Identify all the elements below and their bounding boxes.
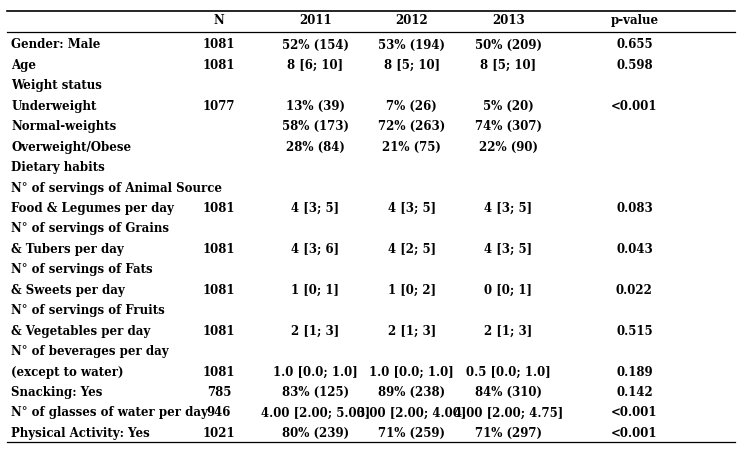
Text: 4 [3; 5]: 4 [3; 5] — [388, 202, 436, 215]
Text: N° of beverages per day: N° of beverages per day — [11, 345, 168, 358]
Text: 0.043: 0.043 — [616, 243, 653, 256]
Text: 2 [1; 3]: 2 [1; 3] — [484, 325, 533, 337]
Text: Normal-weights: Normal-weights — [11, 120, 116, 133]
Text: 28% (84): 28% (84) — [286, 141, 345, 154]
Text: 74% (307): 74% (307) — [475, 120, 542, 133]
Text: & Tubers per day: & Tubers per day — [11, 243, 124, 256]
Text: Weight status: Weight status — [11, 79, 102, 92]
Text: 1 [0; 1]: 1 [0; 1] — [292, 284, 339, 297]
Text: 21% (75): 21% (75) — [382, 141, 441, 154]
Text: 1.0 [0.0; 1.0]: 1.0 [0.0; 1.0] — [273, 366, 358, 379]
Text: 71% (297): 71% (297) — [475, 427, 542, 440]
Text: 0 [0; 1]: 0 [0; 1] — [485, 284, 532, 297]
Text: 4.00 [2.00; 5.00]: 4.00 [2.00; 5.00] — [260, 406, 370, 419]
Text: N: N — [214, 14, 224, 27]
Text: 0.655: 0.655 — [616, 39, 653, 52]
Text: N° of servings of Fruits: N° of servings of Fruits — [11, 304, 165, 317]
Text: (except to water): (except to water) — [11, 366, 124, 379]
Text: N° of glasses of water per day: N° of glasses of water per day — [11, 406, 208, 419]
Text: & Vegetables per day: & Vegetables per day — [11, 325, 151, 337]
Text: 1021: 1021 — [203, 427, 235, 440]
Text: 52% (154): 52% (154) — [282, 39, 349, 52]
Text: Snacking: Yes: Snacking: Yes — [11, 386, 102, 399]
Text: 3.00 [2.00; 4.00]: 3.00 [2.00; 4.00] — [357, 406, 467, 419]
Text: 4.00 [2.00; 4.75]: 4.00 [2.00; 4.75] — [453, 406, 563, 419]
Text: p-value: p-value — [611, 14, 658, 27]
Text: 946: 946 — [207, 406, 231, 419]
Text: N° of servings of Grains: N° of servings of Grains — [11, 222, 169, 236]
Text: 72% (263): 72% (263) — [378, 120, 445, 133]
Text: Gender: Male: Gender: Male — [11, 39, 100, 52]
Text: 4 [3; 5]: 4 [3; 5] — [292, 202, 339, 215]
Text: 1081: 1081 — [203, 59, 235, 72]
Text: 2 [1; 3]: 2 [1; 3] — [291, 325, 340, 337]
Text: 0.189: 0.189 — [616, 366, 653, 379]
Text: 58% (173): 58% (173) — [282, 120, 349, 133]
Text: N° of servings of Fats: N° of servings of Fats — [11, 263, 153, 276]
Text: 1081: 1081 — [203, 243, 235, 256]
Text: 8 [6; 10]: 8 [6; 10] — [287, 59, 344, 72]
Text: 1.0 [0.0; 1.0]: 1.0 [0.0; 1.0] — [370, 366, 454, 379]
Text: 4 [3; 5]: 4 [3; 5] — [485, 243, 532, 256]
Text: 53% (194): 53% (194) — [378, 39, 445, 52]
Text: <0.001: <0.001 — [611, 427, 657, 440]
Text: 8 [5; 10]: 8 [5; 10] — [480, 59, 536, 72]
Text: 80% (239): 80% (239) — [282, 427, 349, 440]
Text: 1077: 1077 — [203, 100, 235, 113]
Text: 0.083: 0.083 — [616, 202, 653, 215]
Text: 2012: 2012 — [395, 14, 428, 27]
Text: 0.142: 0.142 — [616, 386, 653, 399]
Text: 4 [3; 5]: 4 [3; 5] — [485, 202, 532, 215]
Text: 1081: 1081 — [203, 284, 235, 297]
Text: Overweight/Obese: Overweight/Obese — [11, 141, 131, 154]
Text: 0.598: 0.598 — [616, 59, 653, 72]
Text: Underweight: Underweight — [11, 100, 96, 113]
Text: 50% (209): 50% (209) — [475, 39, 542, 52]
Text: 2013: 2013 — [492, 14, 525, 27]
Text: Physical Activity: Yes: Physical Activity: Yes — [11, 427, 150, 440]
Text: 2 [1; 3]: 2 [1; 3] — [387, 325, 436, 337]
Text: Age: Age — [11, 59, 36, 72]
Text: Dietary habits: Dietary habits — [11, 161, 105, 174]
Text: Food & Legumes per day: Food & Legumes per day — [11, 202, 174, 215]
Text: 1081: 1081 — [203, 366, 235, 379]
Text: 0.5 [0.0; 1.0]: 0.5 [0.0; 1.0] — [466, 366, 551, 379]
Text: 89% (238): 89% (238) — [378, 386, 445, 399]
Text: <0.001: <0.001 — [611, 406, 657, 419]
Text: 5% (20): 5% (20) — [483, 100, 533, 113]
Text: 785: 785 — [207, 386, 231, 399]
Text: 4 [3; 6]: 4 [3; 6] — [292, 243, 339, 256]
Text: 4 [2; 5]: 4 [2; 5] — [388, 243, 436, 256]
Text: <0.001: <0.001 — [611, 100, 657, 113]
Text: 1081: 1081 — [203, 325, 235, 337]
Text: 1081: 1081 — [203, 39, 235, 52]
Text: 71% (259): 71% (259) — [378, 427, 445, 440]
Text: 2011: 2011 — [299, 14, 332, 27]
Text: & Sweets per day: & Sweets per day — [11, 284, 125, 297]
Text: 8 [5; 10]: 8 [5; 10] — [384, 59, 440, 72]
Text: 13% (39): 13% (39) — [286, 100, 345, 113]
Text: 7% (26): 7% (26) — [387, 100, 437, 113]
Text: 1081: 1081 — [203, 202, 235, 215]
Text: 84% (310): 84% (310) — [475, 386, 542, 399]
Text: 1 [0; 2]: 1 [0; 2] — [388, 284, 436, 297]
Text: 0.515: 0.515 — [616, 325, 653, 337]
Text: 83% (125): 83% (125) — [282, 386, 349, 399]
Text: 0.022: 0.022 — [616, 284, 653, 297]
Text: 22% (90): 22% (90) — [479, 141, 538, 154]
Text: N° of servings of Animal Source: N° of servings of Animal Source — [11, 182, 222, 195]
